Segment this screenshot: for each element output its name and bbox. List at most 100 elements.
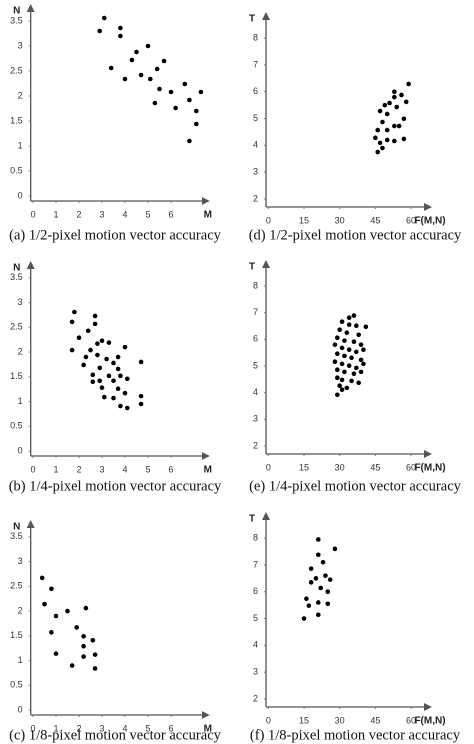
point <box>354 323 359 329</box>
point <box>315 552 321 558</box>
y-tick-label: 7 <box>253 307 258 317</box>
point <box>111 378 116 384</box>
y-tick-label: 5 <box>253 613 258 623</box>
y-tick-label: 2.5 <box>10 581 23 591</box>
y-axis-label: N <box>13 6 20 17</box>
point <box>106 340 112 345</box>
point <box>49 630 54 635</box>
x-tick-label: 30 <box>335 215 345 225</box>
x-tick-label: 60 <box>406 462 416 472</box>
point <box>377 108 383 114</box>
y-tick-label: 1.5 <box>10 630 23 640</box>
point <box>337 327 342 333</box>
point <box>335 392 340 398</box>
point <box>92 313 98 319</box>
point <box>39 575 45 581</box>
point <box>85 328 91 334</box>
point <box>125 376 130 382</box>
point <box>198 89 204 95</box>
point <box>152 100 158 106</box>
y-tick-label: 4 <box>253 640 258 650</box>
point <box>134 49 139 55</box>
y-axis-label: T <box>249 14 255 25</box>
point <box>97 378 102 384</box>
y-tick-label: 5 <box>253 360 258 370</box>
x-tick-label: 2 <box>76 723 81 733</box>
x-tick-label: 0 <box>266 462 271 472</box>
point <box>308 566 314 571</box>
point <box>301 616 307 621</box>
x-tick-label: 4 <box>122 209 127 219</box>
point <box>106 373 112 379</box>
point <box>337 383 342 389</box>
x-tick-label: 15 <box>299 462 309 472</box>
point <box>344 330 350 335</box>
point <box>115 354 121 360</box>
point <box>138 401 144 407</box>
y-tick-label: 8 <box>253 533 258 543</box>
point <box>332 359 338 365</box>
x-tick-label: 45 <box>370 462 380 472</box>
point <box>99 338 105 343</box>
y-tick-label: 3 <box>18 297 23 307</box>
point <box>358 342 364 347</box>
point <box>384 137 390 143</box>
point <box>394 104 400 110</box>
point <box>349 355 354 361</box>
point <box>90 379 96 385</box>
x-tick-label: 15 <box>299 715 309 725</box>
point <box>115 386 121 391</box>
point <box>95 341 100 346</box>
point <box>335 367 340 373</box>
point <box>356 332 361 338</box>
point <box>351 371 357 377</box>
y-axis-label: T <box>249 514 255 525</box>
point <box>90 637 96 643</box>
point <box>53 613 59 619</box>
point <box>399 92 404 98</box>
x-axis-label: F(M,N) <box>414 716 445 727</box>
y-tick-label: 6 <box>253 586 258 596</box>
point <box>194 108 199 114</box>
point <box>102 394 107 400</box>
y-tick-label: 2 <box>253 440 258 450</box>
caption: (c) 1/8-pixel motion vector accuracy <box>9 727 222 743</box>
point <box>387 100 392 106</box>
point <box>392 123 397 129</box>
x-tick-label: 6 <box>168 464 173 474</box>
point <box>118 33 123 39</box>
point <box>304 596 309 602</box>
x-tick-label: 1 <box>53 464 58 474</box>
y-tick-label: 3.5 <box>10 272 23 282</box>
point <box>344 385 350 391</box>
x-tick-label: 3 <box>99 209 104 219</box>
y-tick-label: 2.5 <box>10 65 23 75</box>
point <box>81 654 86 659</box>
point <box>361 361 366 367</box>
caption: (f) 1/8-pixel motion vector accuracy <box>250 727 461 743</box>
y-tick-label: 1 <box>18 396 23 406</box>
point <box>148 76 153 82</box>
point <box>346 347 352 353</box>
point <box>187 138 192 144</box>
y-axis-label: T <box>249 262 255 273</box>
point <box>339 345 345 351</box>
point <box>154 66 160 72</box>
y-tick-label: 6 <box>253 334 258 344</box>
point <box>53 651 59 656</box>
y-axis-label: N <box>13 522 20 533</box>
point <box>384 111 390 117</box>
x-tick-label: 6 <box>168 723 173 733</box>
point <box>339 361 345 367</box>
point <box>92 321 98 327</box>
x-axis-label: F(M,N) <box>414 463 445 474</box>
x-tick-label: 0 <box>30 723 35 733</box>
point <box>118 403 123 409</box>
point <box>83 354 89 360</box>
point <box>90 372 96 378</box>
point <box>138 72 144 78</box>
point <box>380 145 385 151</box>
point <box>358 357 364 363</box>
point <box>349 378 354 384</box>
